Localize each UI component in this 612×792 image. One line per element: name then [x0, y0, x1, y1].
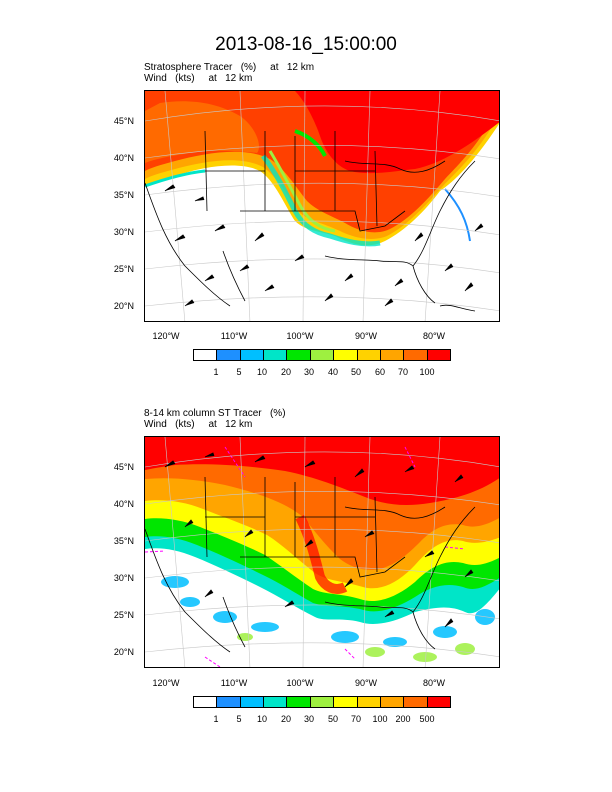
panel1-field-label: Stratosphere Tracer (%) at 12 km [144, 62, 315, 73]
panel2-lat-label: 45°N [113, 462, 134, 472]
panel1-colorbar-label: 5 [236, 367, 242, 377]
colorbar-swatch [240, 350, 265, 360]
panel2-colorbar-label: 70 [350, 714, 361, 724]
panel2-lon-label: 110°W [220, 678, 248, 688]
colorbar-swatch [404, 697, 428, 707]
colorbar-swatch [287, 697, 311, 707]
colorbar-swatch [310, 350, 335, 360]
panel1-colorbar-label: 40 [327, 367, 338, 377]
panel2-colorbar-label: 20 [280, 714, 291, 724]
colorbar-swatch [217, 350, 241, 360]
panel2-colorbar-label: 500 [419, 714, 435, 724]
panel2-map [144, 436, 500, 668]
panel1-lon-label: 110°W [220, 331, 248, 341]
panel1-lat-label: 35°N [113, 190, 134, 200]
panel1-colorbar-label: 60 [374, 367, 385, 377]
colorbar-swatch [380, 697, 405, 707]
colorbar-swatch [194, 350, 218, 360]
panel2-lat-label: 40°N [113, 499, 134, 509]
panel2-lon-label: 90°W [354, 678, 378, 688]
panel2-colorbar [193, 696, 451, 708]
colorbar-swatch [427, 697, 450, 707]
panel2-lon-label: 120°W [152, 678, 180, 688]
panel2-colorbar-label: 10 [256, 714, 267, 724]
colorbar-swatch [310, 697, 335, 707]
panel2-colorbar-label: 50 [327, 714, 338, 724]
panel2-lat-label: 25°N [113, 610, 134, 620]
colorbar-swatch [240, 697, 265, 707]
colorbar-swatch [380, 350, 405, 360]
panel1-lat-label: 45°N [113, 116, 134, 126]
panel1-lat-label: 40°N [113, 153, 134, 163]
panel1-lon-label: 80°W [422, 331, 446, 341]
colorbar-swatch [427, 350, 450, 360]
panel1-colorbar-label: 70 [397, 367, 408, 377]
colorbar-swatch [334, 697, 358, 707]
panel1-lat-label: 25°N [113, 264, 134, 274]
panel2-colorbar-label: 30 [303, 714, 314, 724]
colorbar-swatch [217, 697, 241, 707]
panel1-lat-label: 20°N [113, 301, 134, 311]
panel1-map [144, 90, 500, 322]
panel2-wind-label: Wind (kts) at 12 km [144, 419, 253, 430]
panel2-lon-label: 100°W [286, 678, 314, 688]
panel1-colorbar [193, 349, 451, 361]
panel2-field-label: 8-14 km column ST Tracer (%) [144, 408, 286, 419]
panel1-wind-label: Wind (kts) at 12 km [144, 73, 253, 84]
panel2-colorbar-label: 5 [236, 714, 242, 724]
panel1-colorbar-label: 30 [303, 367, 314, 377]
colorbar-swatch [264, 697, 288, 707]
colorbar-swatch [357, 350, 381, 360]
panel1-lon-label: 120°W [152, 331, 180, 341]
panel1-lon-label: 100°W [286, 331, 314, 341]
colorbar-swatch [334, 350, 358, 360]
panel2-lon-label: 80°W [422, 678, 446, 688]
page-title: 2013-08-16_15:00:00 [215, 34, 397, 55]
panel2-lat-label: 35°N [113, 536, 134, 546]
panel1-colorbar-label: 10 [256, 367, 267, 377]
panel2-colorbar-label: 1 [213, 714, 219, 724]
panel2-lat-label: 20°N [113, 647, 134, 657]
colorbar-swatch [357, 697, 381, 707]
colorbar-swatch [287, 350, 311, 360]
colorbar-swatch [194, 697, 218, 707]
panel1-colorbar-label: 1 [213, 367, 219, 377]
panel1-lat-label: 30°N [113, 227, 134, 237]
colorbar-swatch [264, 350, 288, 360]
panel1-lon-label: 90°W [354, 331, 378, 341]
panel2-colorbar-label: 200 [395, 714, 411, 724]
panel1-colorbar-label: 100 [419, 367, 435, 377]
panel2-colorbar-label: 100 [372, 714, 388, 724]
colorbar-swatch [404, 350, 428, 360]
panel1-colorbar-label: 50 [350, 367, 361, 377]
panel2-lat-label: 30°N [113, 573, 134, 583]
panel1-colorbar-label: 20 [280, 367, 291, 377]
